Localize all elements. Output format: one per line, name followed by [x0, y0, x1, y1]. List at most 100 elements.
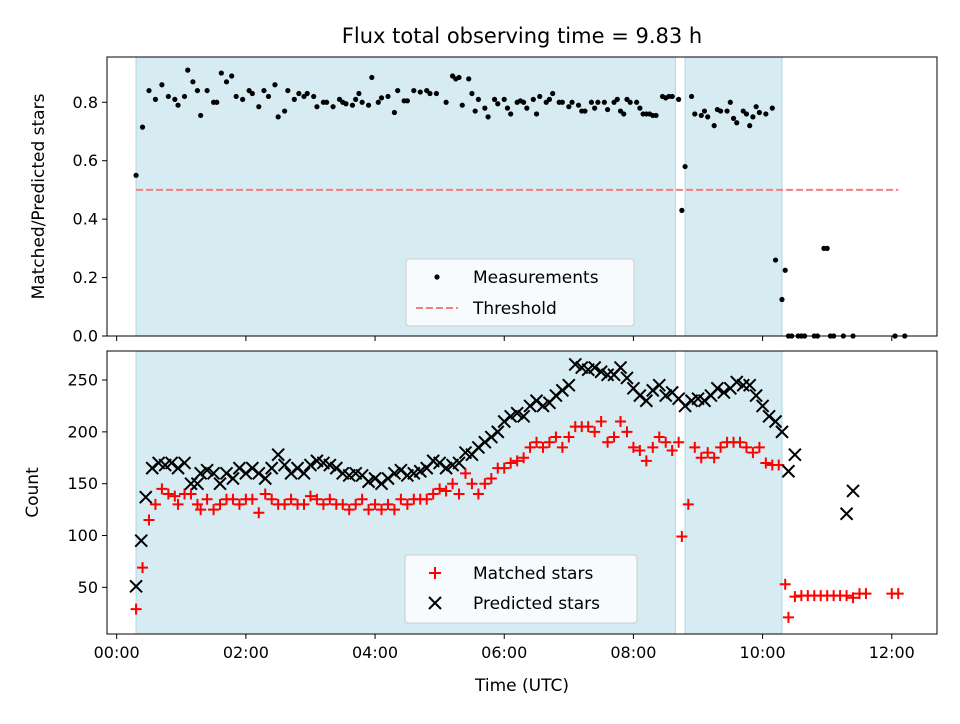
matched-star-point: [376, 504, 388, 516]
measurement-point: [275, 114, 281, 120]
measurement-point: [569, 99, 575, 105]
measurement-point: [711, 123, 717, 129]
matched-star-point: [673, 436, 685, 448]
predicted-star-point: [277, 458, 292, 472]
matched-star-point: [479, 478, 491, 490]
bottom-ylabel: Count: [23, 467, 43, 518]
matched-star-point: [382, 498, 394, 510]
matched-star-point: [233, 498, 245, 510]
matched-star-point: [524, 441, 536, 453]
matched-star-point: [466, 478, 478, 490]
matched-star-point: [195, 504, 207, 516]
measurement-point: [604, 106, 611, 113]
x-tick-label: 12:00: [869, 643, 915, 662]
measurement-point: [146, 87, 152, 94]
measurement-point: [756, 109, 762, 116]
x-tick-label: 02:00: [223, 643, 269, 662]
predicted-star-point: [510, 406, 524, 420]
x-tick-label: 00:00: [94, 643, 140, 662]
axis-layer: 50 100 150 200 250 00:00 02:00 04:00 06:00 08:00 1…: [67, 371, 914, 662]
measurement-point: [566, 104, 572, 110]
predicted-star-point: [323, 458, 337, 472]
predicted-star-point: [439, 461, 453, 475]
measurement-point: [782, 267, 788, 273]
predicted-star-point: [568, 357, 582, 372]
matched-star-point: [589, 426, 601, 438]
measurement-point: [679, 207, 685, 213]
matched-star-point: [472, 488, 484, 500]
predicted-star-point: [503, 409, 518, 424]
measurement-point: [265, 93, 272, 100]
matched-star-point: [143, 514, 155, 526]
legend-bottom: Matched stars Predicted stars: [404, 554, 638, 624]
matched-star-point: [485, 473, 497, 485]
measurement-point: [753, 104, 759, 110]
matched-star-point: [447, 478, 459, 490]
measurement-point: [491, 96, 498, 102]
matched-star-point: [627, 441, 639, 453]
matched-star-point: [773, 459, 785, 471]
measurement-point: [139, 124, 146, 130]
matched-star-point: [753, 441, 765, 453]
measurement-point: [159, 82, 165, 88]
y-tick-label: 50: [78, 578, 98, 597]
matched-star-point: [137, 562, 149, 574]
matched-star-point: [185, 488, 197, 500]
measurement-point: [743, 111, 750, 117]
predicted-star-point: [613, 360, 628, 375]
measurement-point: [152, 96, 159, 102]
measurement-point: [314, 104, 320, 110]
bottom-panel: 50 100 150 200 250 00:00 02:00 04:00 06:00 08:00 1…: [23, 350, 938, 696]
legend-box: [405, 258, 635, 327]
matched-star-point: [427, 488, 439, 500]
measurement-point: [249, 90, 255, 97]
matched-star-point: [841, 590, 853, 602]
matched-star-point: [608, 431, 620, 443]
y-tick-label: 0.0: [73, 327, 98, 346]
predicted-star-point: [846, 484, 860, 498]
measurement-point: [824, 245, 830, 251]
measurement-point: [676, 96, 682, 102]
shaded-interval: [684, 56, 783, 337]
legend-plus-marker: [429, 567, 441, 579]
matched-star-point: [388, 504, 400, 516]
predicted-star-point: [781, 464, 796, 478]
measurement-point: [256, 104, 262, 110]
matched-star-point: [634, 445, 646, 457]
predicted-star-point: [717, 385, 731, 400]
measurement-point: [769, 105, 775, 111]
measurement-point: [311, 93, 317, 100]
x-tick-label: 10:00: [740, 643, 786, 662]
matched-star-point: [682, 498, 694, 510]
matched-star-point: [317, 498, 329, 510]
measurement-point: [204, 87, 210, 94]
matched-star-point: [640, 455, 652, 467]
predicted-star-point: [206, 466, 221, 481]
predicted-star-point: [271, 447, 285, 462]
predicted-star-point: [213, 476, 227, 491]
measurement-point: [427, 90, 433, 97]
predicted-star-point: [600, 368, 615, 382]
predicted-star-point: [742, 378, 757, 392]
measurement-point: [705, 114, 711, 120]
y-tick-label: 200: [67, 422, 98, 441]
measurement-point: [588, 99, 595, 105]
predicted-star-point: [652, 378, 666, 392]
axis-layer: 0.0 0.2 0.4 0.6 0.8: [73, 93, 893, 346]
measurement-point: [692, 111, 698, 117]
matched-star-point: [647, 441, 659, 453]
measurement-point: [682, 163, 688, 170]
measurement-point: [763, 111, 769, 117]
predicted-star-point: [413, 464, 427, 478]
matched-star-point: [279, 498, 291, 510]
top-panel: 0.00.20.40.60.8 Matched/Predicted stars …: [29, 56, 938, 346]
predicted-star-point: [303, 458, 318, 472]
matched-star-point: [208, 504, 220, 516]
measurement-point: [190, 79, 196, 85]
measurement-point: [779, 296, 785, 303]
y-tick-label: 0.2: [73, 268, 98, 287]
predicted-star-point: [755, 399, 770, 413]
matched-star-point: [156, 483, 168, 495]
matched-star-point: [498, 462, 510, 474]
bottom-plot-frame: [106, 350, 938, 635]
